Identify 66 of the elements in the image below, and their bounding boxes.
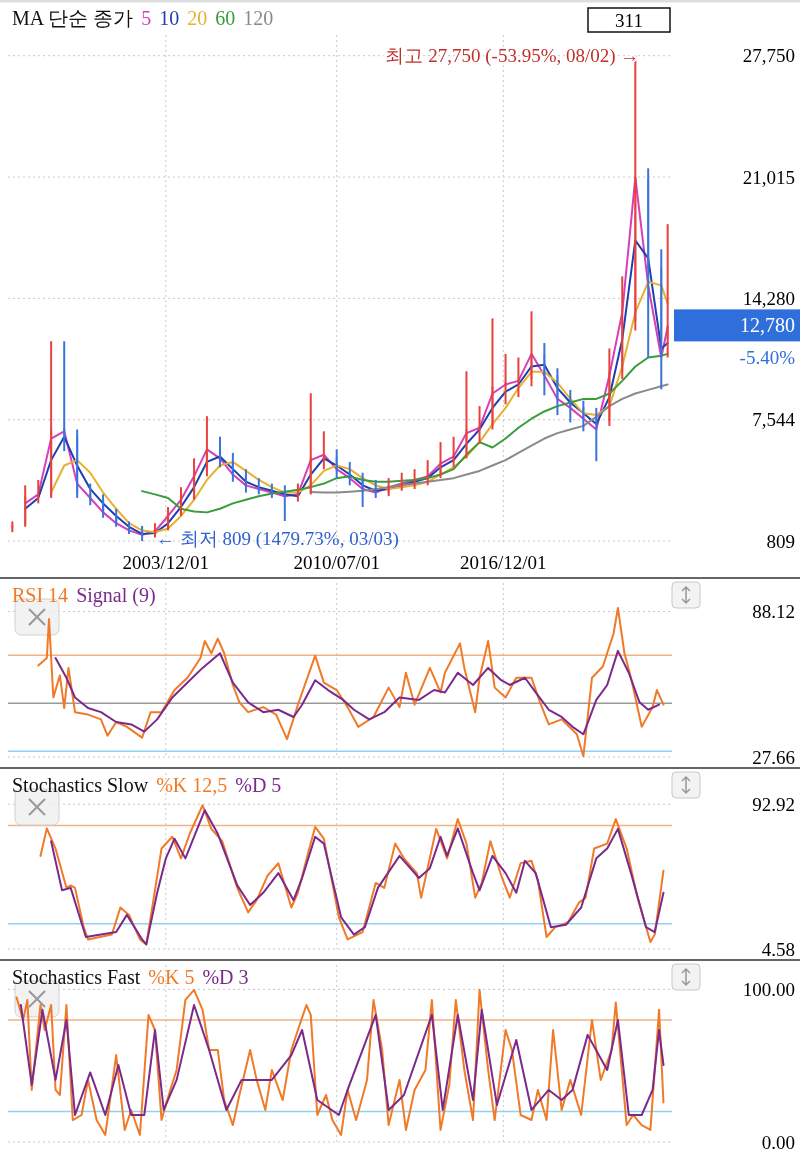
y-tick-label: 21,015 <box>742 166 795 188</box>
y-tick-label: 0.00 <box>761 1131 795 1150</box>
text: Signal (9) <box>76 584 156 607</box>
y-tick-label: 7,544 <box>752 409 796 431</box>
candlestick <box>153 522 157 539</box>
candlestick <box>387 477 390 498</box>
line-series <box>37 607 665 758</box>
candlestick <box>231 451 234 483</box>
line-series <box>141 352 669 514</box>
candlestick <box>140 524 144 543</box>
candlestick <box>335 448 338 480</box>
candlestick <box>426 459 429 487</box>
candlestick <box>179 486 183 517</box>
x-tick-label: 2010/07/01 <box>293 551 380 573</box>
series-label: %K 5 <box>148 966 195 988</box>
line-series <box>19 1003 665 1116</box>
candlestick <box>413 468 416 490</box>
series-label: %D 5 <box>235 774 282 796</box>
y-tick-label: 4.58 <box>761 938 795 960</box>
text: -5.40% <box>739 346 796 368</box>
line-series <box>309 383 669 494</box>
candlestick <box>309 392 312 496</box>
text: 12,780 <box>740 314 795 337</box>
candlestick <box>37 478 40 505</box>
candlestick <box>439 441 442 480</box>
chart-title: Stochastics Slow <box>12 774 149 796</box>
y-tick-label: 809 <box>766 530 795 552</box>
x-tick-label: 2016/12/01 <box>460 551 547 573</box>
y-tick-label: 27.66 <box>752 746 795 768</box>
y-tick-label: 14,280 <box>742 287 795 309</box>
candlestick <box>556 367 559 417</box>
line-series <box>15 988 665 1136</box>
candlestick <box>666 223 669 359</box>
candlestick <box>569 388 572 424</box>
text: 60 <box>215 7 236 29</box>
text: 20 <box>187 7 208 29</box>
candlestick <box>452 435 455 469</box>
candlestick <box>608 347 611 427</box>
candlestick <box>166 505 170 532</box>
line-series <box>54 649 661 736</box>
candlestick <box>76 428 79 499</box>
series-label: %D 3 <box>202 966 249 988</box>
candlestick <box>465 370 468 460</box>
chart-title: Stochastics Fast <box>12 966 141 988</box>
candlestick <box>504 352 507 406</box>
candlestick <box>517 356 520 399</box>
chart-title: MA 단순 종가 <box>12 7 134 29</box>
candlestick <box>11 520 14 534</box>
text: 10 <box>159 7 180 29</box>
candlestick <box>322 430 325 471</box>
text: 311 <box>615 9 643 31</box>
candlestick <box>530 310 533 388</box>
x-tick-label: 2003/12/01 <box>122 551 210 573</box>
series-label: RSI 14 <box>12 584 69 606</box>
y-tick-label: 100.00 <box>742 978 795 1000</box>
candlestick <box>478 405 481 445</box>
y-tick-label: 27,750 <box>742 45 795 67</box>
y-tick-label: 88.12 <box>752 601 795 623</box>
y-tick-label: 92.92 <box>752 793 795 815</box>
candlestick <box>491 317 494 431</box>
candlestick <box>101 493 105 519</box>
candlestick <box>115 507 118 528</box>
text: 5 <box>141 7 152 29</box>
series-label: %K 12,5 <box>156 774 228 796</box>
text: 120 <box>243 7 274 29</box>
annotation: ← 최저 809 (1479.73%, 03/03) <box>156 528 399 550</box>
